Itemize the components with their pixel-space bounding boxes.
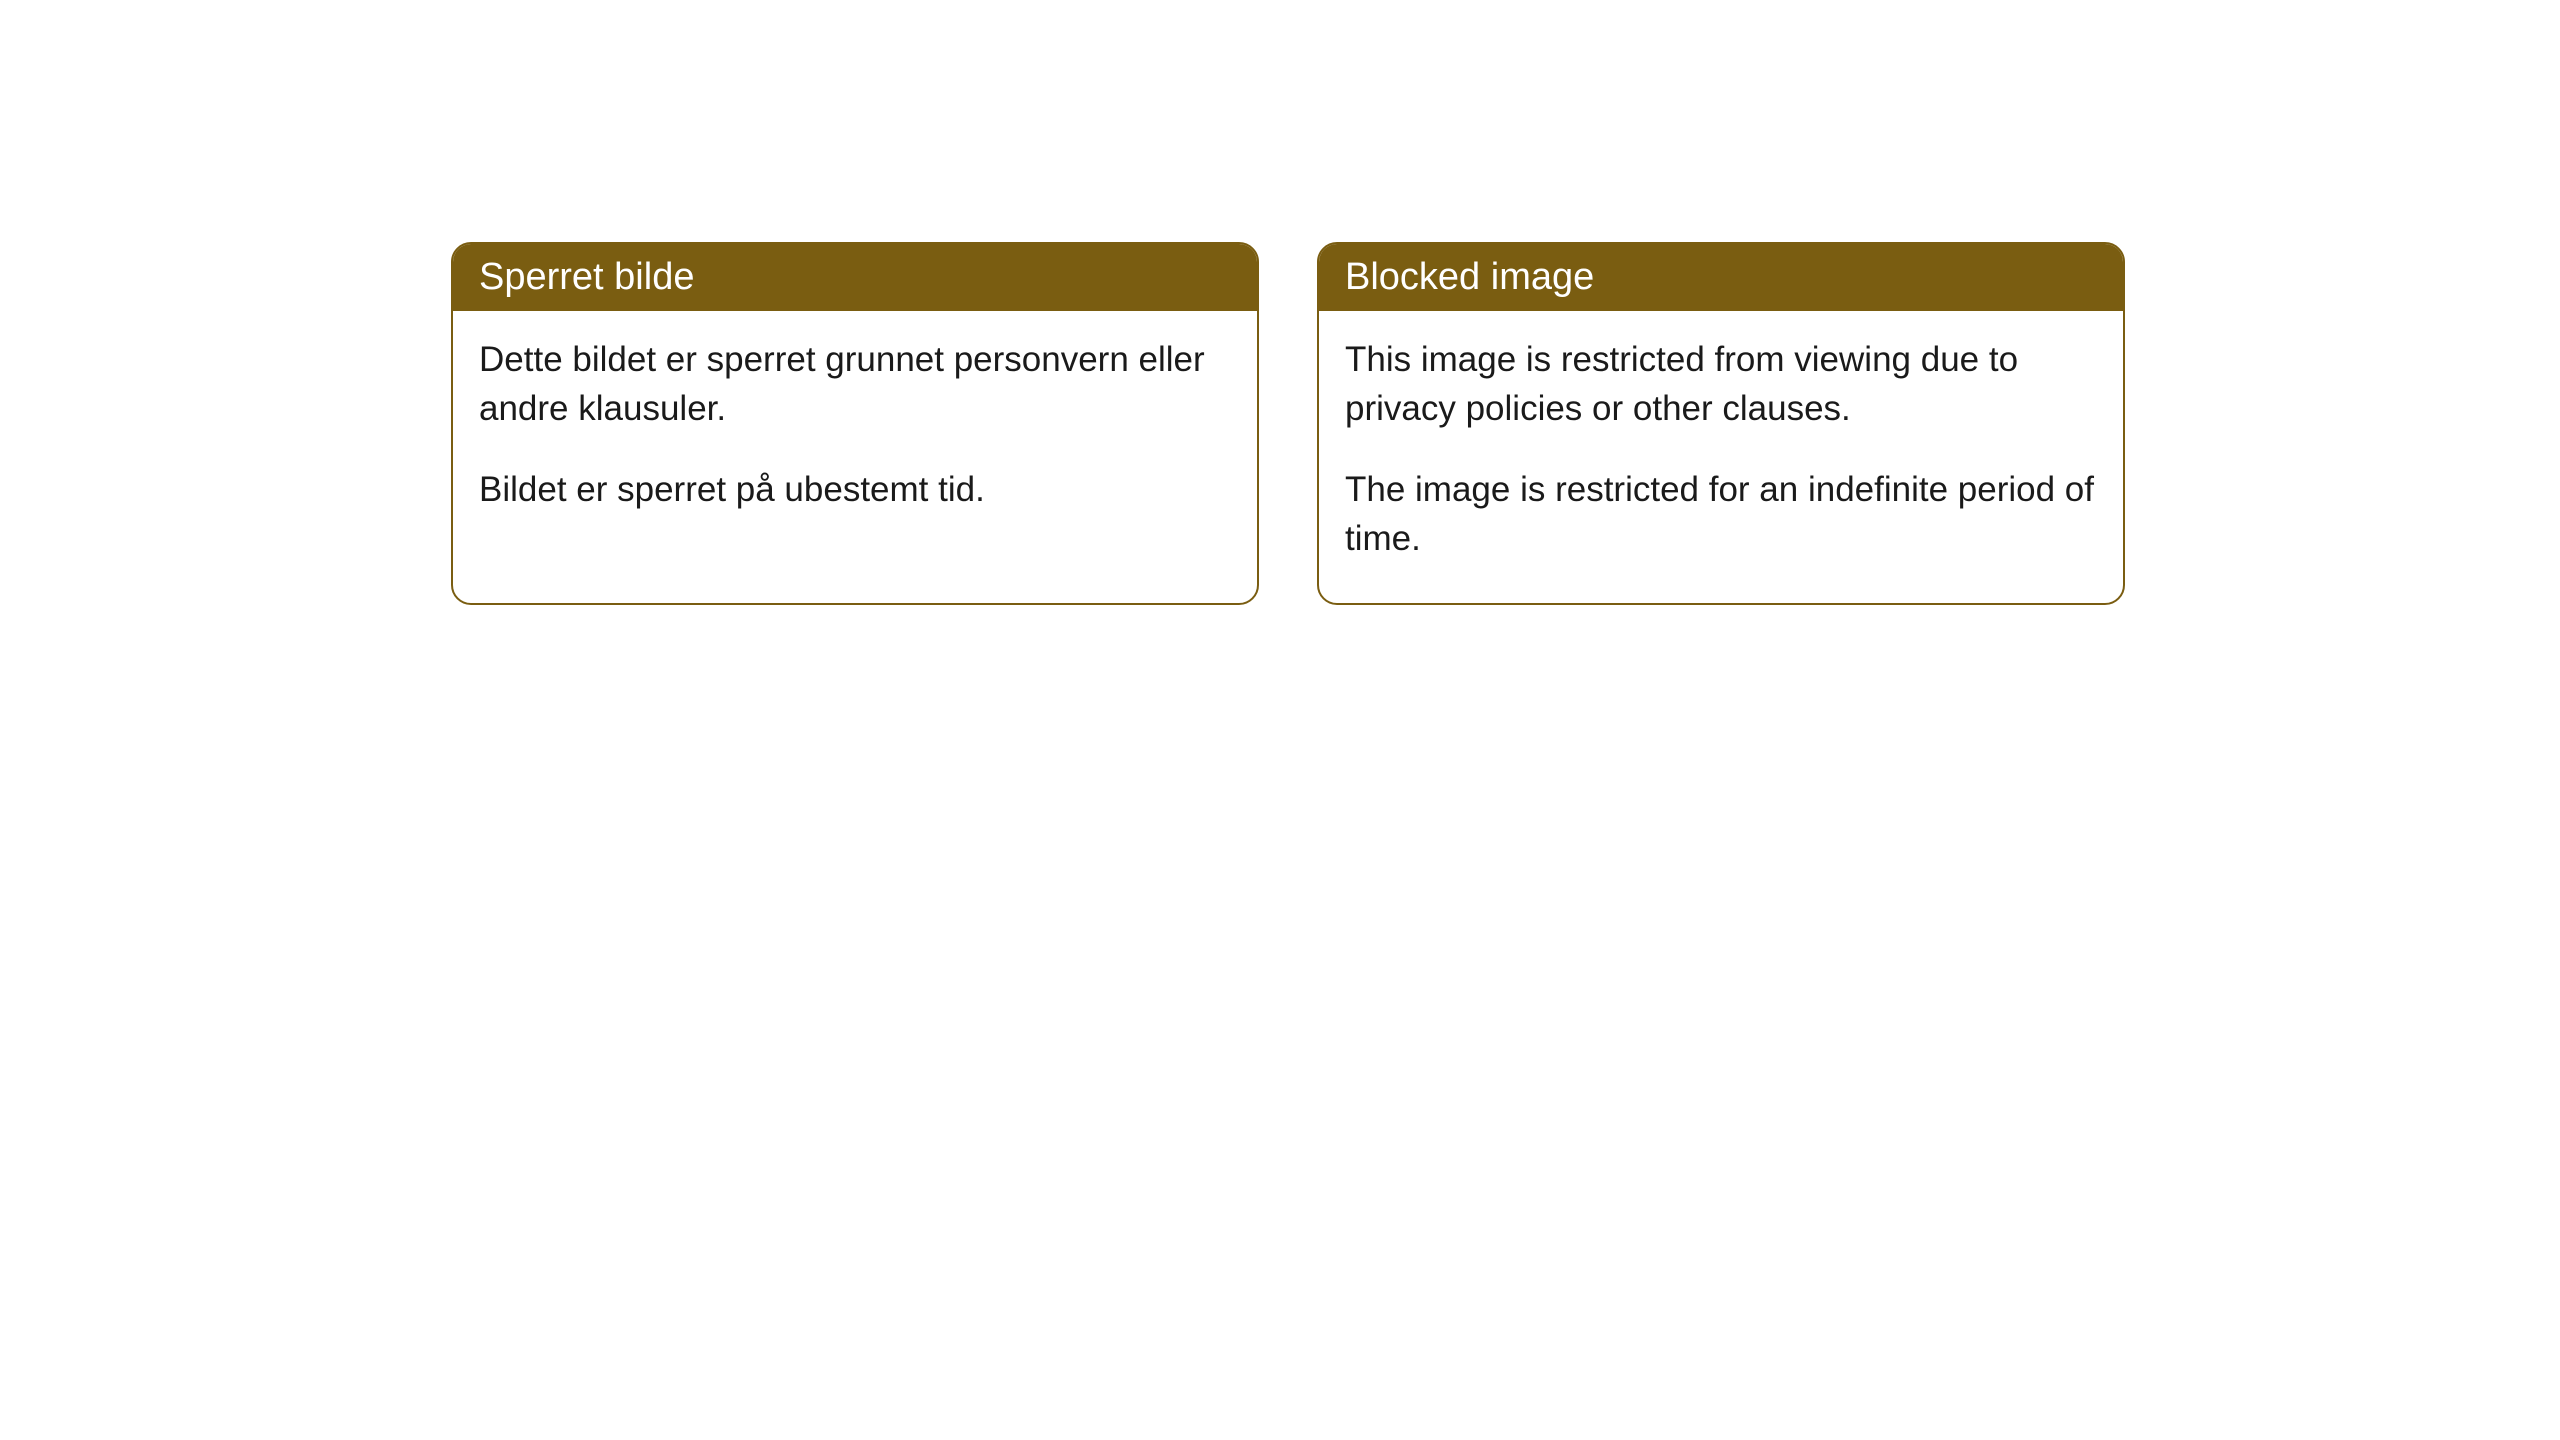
card-paragraph: The image is restricted for an indefinit… xyxy=(1345,465,2097,563)
card-body: Dette bildet er sperret grunnet personve… xyxy=(453,311,1257,554)
card-paragraph: This image is restricted from viewing du… xyxy=(1345,335,2097,433)
card-header: Sperret bilde xyxy=(453,244,1257,311)
card-paragraph: Bildet er sperret på ubestemt tid. xyxy=(479,465,1231,514)
notice-cards-container: Sperret bilde Dette bildet er sperret gr… xyxy=(451,242,2125,605)
blocked-image-card-norwegian: Sperret bilde Dette bildet er sperret gr… xyxy=(451,242,1259,605)
card-body: This image is restricted from viewing du… xyxy=(1319,311,2123,603)
card-title: Sperret bilde xyxy=(479,256,694,298)
blocked-image-card-english: Blocked image This image is restricted f… xyxy=(1317,242,2125,605)
card-header: Blocked image xyxy=(1319,244,2123,311)
card-title: Blocked image xyxy=(1345,256,1594,298)
card-paragraph: Dette bildet er sperret grunnet personve… xyxy=(479,335,1231,433)
